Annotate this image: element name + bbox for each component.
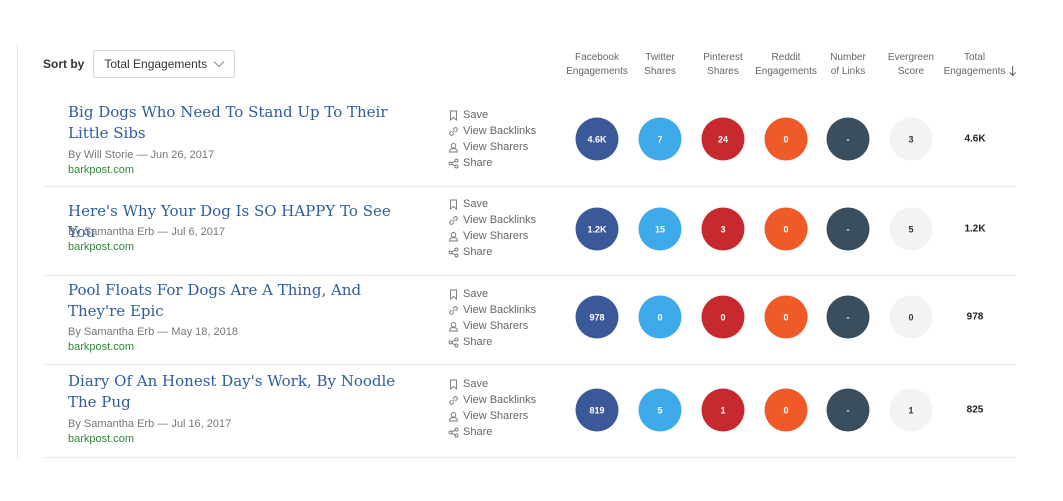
article-row: Big Dogs Who Need To Stand Up To Their L… xyxy=(44,94,1016,187)
column-header-facebook[interactable]: Facebook Engagements xyxy=(566,52,628,77)
share-icon xyxy=(448,427,459,437)
reddit-engagements-badge: 0 xyxy=(764,388,808,432)
sort-descending-arrow-icon xyxy=(1008,66,1016,77)
article-title[interactable]: Diary Of An Honest Day's Work, By Noodle… xyxy=(68,372,396,411)
article-actions: Save View Backlinks View Sharers Share xyxy=(448,376,536,440)
view-backlinks-button[interactable]: View Backlinks xyxy=(448,212,536,228)
user-icon xyxy=(449,321,458,331)
share-icon xyxy=(448,337,459,347)
column-header-evergreen[interactable]: Evergreen Score xyxy=(887,52,935,77)
share-button[interactable]: Share xyxy=(448,334,536,350)
evergreen-score-badge: 5 xyxy=(889,207,933,251)
article-byline: By Samantha Erb — May 18, 2018 xyxy=(68,326,238,338)
view-sharers-button[interactable]: View Sharers xyxy=(448,139,536,155)
sort-label: Sort by xyxy=(43,57,85,71)
article-byline: By Will Storie — Jun 26, 2017 xyxy=(68,149,215,161)
article-byline: By Samantha Erb — Jul 6, 2017 xyxy=(68,226,226,238)
share-button[interactable]: Share xyxy=(448,244,536,260)
number-of-links-badge[interactable]: - xyxy=(826,388,870,432)
total-engagements-value: 978 xyxy=(966,311,984,323)
reddit-engagements-badge: 0 xyxy=(764,117,808,161)
user-icon xyxy=(449,411,458,421)
number-of-links-badge[interactable]: - xyxy=(826,295,870,339)
link-icon xyxy=(449,215,458,225)
article-title[interactable]: Here's Why Your Dog Is SO HAPPY To See Y… xyxy=(68,202,391,241)
share-icon xyxy=(448,158,459,168)
view-backlinks-button[interactable]: View Backlinks xyxy=(448,123,536,139)
reddit-engagements-badge: 0 xyxy=(764,295,808,339)
facebook-engagements-badge: 4.6K xyxy=(575,117,619,161)
article-byline: By Samantha Erb — Jul 16, 2017 xyxy=(68,418,232,430)
sort-selected-value: Total Engagements xyxy=(104,57,208,71)
view-sharers-button[interactable]: View Sharers xyxy=(448,318,536,334)
twitter-shares-badge: 5 xyxy=(638,388,682,432)
twitter-shares-badge: 7 xyxy=(638,117,682,161)
bookmark-icon xyxy=(450,289,457,300)
left-divider xyxy=(17,44,18,458)
evergreen-score-badge: 0 xyxy=(889,295,933,339)
total-engagements-value: 825 xyxy=(966,404,984,416)
bookmark-icon xyxy=(450,199,457,210)
sort-bar: Sort by Total Engagements xyxy=(43,50,236,78)
view-sharers-button[interactable]: View Sharers xyxy=(448,408,536,424)
article-actions: Save View Backlinks View Sharers Share xyxy=(448,107,536,171)
pinterest-shares-badge: 1 xyxy=(701,388,745,432)
twitter-shares-badge: 0 xyxy=(638,295,682,339)
article-title[interactable]: Pool Floats For Dogs Are A Thing, And Th… xyxy=(68,281,362,320)
article-row: Pool Floats For Dogs Are A Thing, And Th… xyxy=(44,276,1016,365)
user-icon xyxy=(449,142,458,152)
article-domain[interactable]: barkpost.com xyxy=(68,164,135,176)
bookmark-icon xyxy=(450,379,457,390)
save-button[interactable]: Save xyxy=(448,107,536,123)
pinterest-shares-badge: 3 xyxy=(701,207,745,251)
facebook-engagements-badge: 819 xyxy=(575,388,619,432)
number-of-links-badge[interactable]: - xyxy=(826,117,870,161)
article-domain[interactable]: barkpost.com xyxy=(68,241,135,253)
column-header-pinterest[interactable]: Pinterest Shares xyxy=(703,52,743,77)
link-icon xyxy=(449,126,458,136)
facebook-engagements-badge: 1.2K xyxy=(575,207,619,251)
number-of-links-badge[interactable]: - xyxy=(826,207,870,251)
article-actions: Save View Backlinks View Sharers Share xyxy=(448,286,536,350)
view-backlinks-button[interactable]: View Backlinks xyxy=(448,392,536,408)
link-icon xyxy=(449,305,458,315)
save-button[interactable]: Save xyxy=(448,196,536,212)
article-row: Diary Of An Honest Day's Work, By Noodle… xyxy=(44,365,1016,458)
column-header-reddit[interactable]: Reddit Engagements xyxy=(755,52,817,77)
share-button[interactable]: Share xyxy=(448,155,536,171)
column-header-total[interactable]: Total Engagements xyxy=(944,51,1017,79)
column-header-links[interactable]: Number of Links xyxy=(830,52,866,77)
view-backlinks-button[interactable]: View Backlinks xyxy=(448,302,536,318)
article-row: Here's Why Your Dog Is SO HAPPY To See Y… xyxy=(44,187,1016,276)
article-actions: Save View Backlinks View Sharers Share xyxy=(448,196,536,260)
facebook-engagements-badge: 978 xyxy=(575,295,619,339)
total-engagements-value: 1.2K xyxy=(964,223,986,235)
link-icon xyxy=(449,395,458,405)
twitter-shares-badge: 15 xyxy=(638,207,682,251)
save-button[interactable]: Save xyxy=(448,376,536,392)
save-button[interactable]: Save xyxy=(448,286,536,302)
chevron-down-icon xyxy=(213,61,225,68)
article-title[interactable]: Big Dogs Who Need To Stand Up To Their L… xyxy=(68,103,388,142)
share-button[interactable]: Share xyxy=(448,424,536,440)
article-domain[interactable]: barkpost.com xyxy=(68,341,135,353)
user-icon xyxy=(449,231,458,241)
bookmark-icon xyxy=(450,110,457,121)
total-engagements-value: 4.6K xyxy=(964,133,986,145)
pinterest-shares-badge: 0 xyxy=(701,295,745,339)
share-icon xyxy=(448,247,459,257)
column-header-twitter[interactable]: Twitter Shares xyxy=(644,52,676,77)
evergreen-score-badge: 3 xyxy=(889,117,933,161)
view-sharers-button[interactable]: View Sharers xyxy=(448,228,536,244)
pinterest-shares-badge: 24 xyxy=(701,117,745,161)
evergreen-score-badge: 1 xyxy=(889,388,933,432)
article-domain[interactable]: barkpost.com xyxy=(68,433,135,445)
reddit-engagements-badge: 0 xyxy=(764,207,808,251)
sort-dropdown[interactable]: Total Engagements xyxy=(93,50,236,78)
